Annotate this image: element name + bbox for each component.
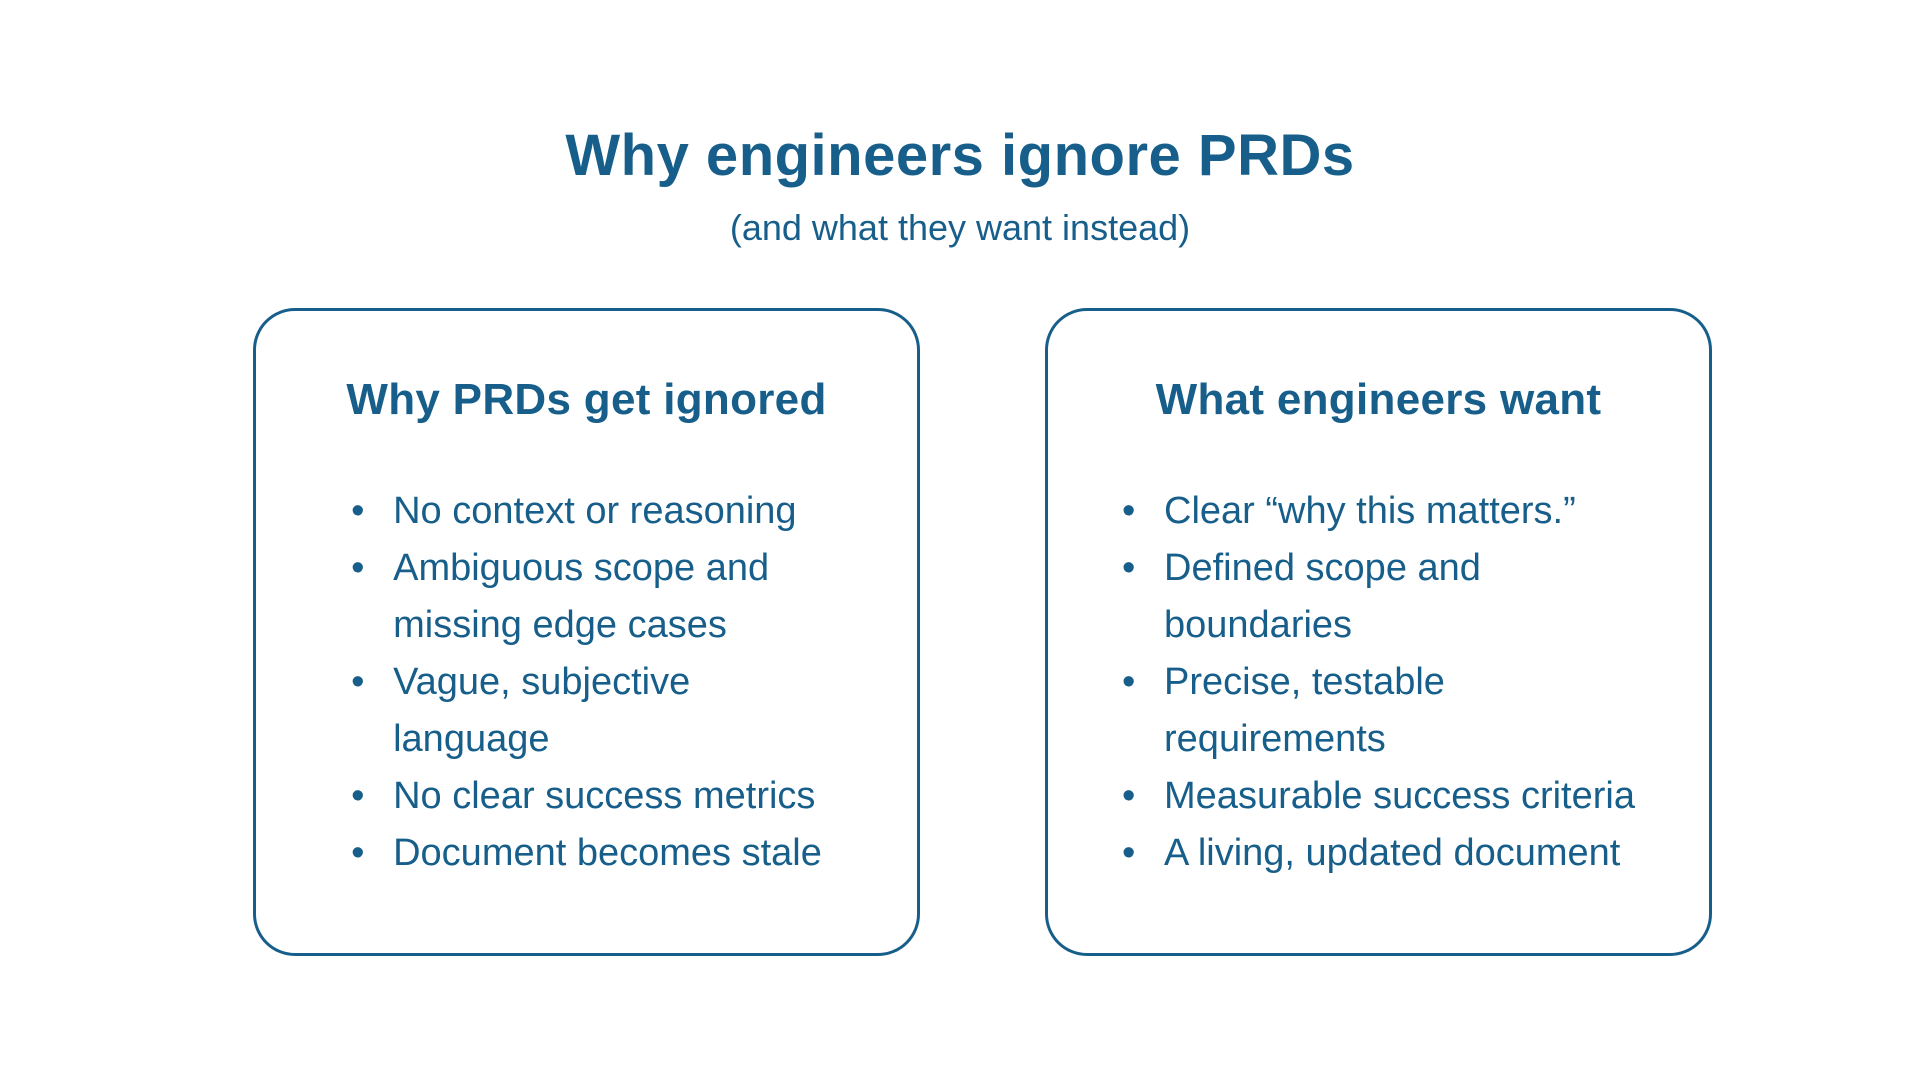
bullet-dot-icon: • [351,490,365,532]
card-why-prds-get-ignored: Why PRDs get ignored • No context or reas… [253,308,920,956]
bullet-dot-icon: • [351,661,365,703]
list-item: • Measurable success criteria [1122,768,1635,825]
list-item: • Clear “why this matters.” [1122,483,1635,540]
bullet-dot-icon: • [1122,661,1136,703]
list-item: • Vague, subjective language [351,654,822,768]
bullet-dot-icon: • [1122,775,1136,817]
list-item: • Ambiguous scope and missing edge cases [351,540,822,654]
bullet-dot-icon: • [1122,832,1136,874]
comparison-cards: Why PRDs get ignored • No context or reas… [253,308,1712,956]
card-heading-left: Why PRDs get ignored [346,375,827,424]
bullet-dot-icon: • [1122,490,1136,532]
bullet-text: Vague, subjective language [393,661,691,760]
list-item: • No clear success metrics [351,768,822,825]
card-what-engineers-want: What engineers want • Clear “why this mat… [1045,308,1712,956]
bullet-text: Ambiguous scope and missing edge cases [393,547,770,646]
bullet-dot-icon: • [351,547,365,589]
bullet-text: No clear success metrics [393,775,816,817]
bullet-dot-icon: • [351,832,365,874]
bullet-text: No context or reasoning [393,490,797,532]
card-heading-right: What engineers want [1155,375,1602,424]
list-item: • Defined scope and boundaries [1122,540,1635,654]
list-item: • Document becomes stale [351,825,822,882]
bullet-text: Measurable success criteria [1164,775,1635,817]
page-subtitle: (and what they want instead) [729,207,1191,248]
page-title: Why engineers ignore PRDs [565,123,1355,188]
bullet-list-left: • No context or reasoning • Ambiguous scope… [351,483,822,882]
bullet-text: Document becomes stale [393,832,822,874]
list-item: • A living, updated document [1122,825,1635,882]
bullet-text: Clear “why this matters.” [1164,490,1576,532]
list-item: • No context or reasoning [351,483,822,540]
bullet-text: A living, updated document [1164,832,1621,874]
bullet-text: Precise, testable requirements [1164,661,1445,760]
bullet-text: Defined scope and boundaries [1164,547,1481,646]
list-item: • Precise, testable requirements [1122,654,1635,768]
bullet-list-right: • Clear “why this matters.” • Defined scope… [1122,483,1635,882]
bullet-dot-icon: • [1122,547,1136,589]
bullet-dot-icon: • [351,775,365,817]
